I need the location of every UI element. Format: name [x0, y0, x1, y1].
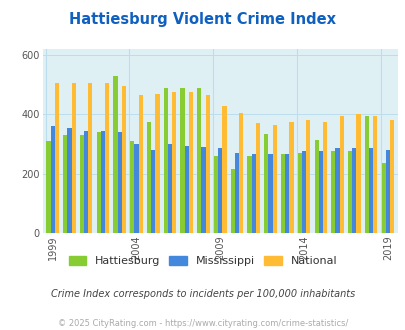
Bar	[330, 151, 335, 233]
Bar	[314, 140, 318, 233]
Bar	[305, 120, 309, 233]
Bar	[147, 122, 151, 233]
Bar	[130, 141, 134, 233]
Bar	[284, 154, 289, 233]
Bar	[352, 148, 356, 233]
Bar	[389, 120, 393, 233]
Bar	[289, 122, 293, 233]
Bar	[67, 128, 71, 233]
Bar	[180, 88, 184, 233]
Bar	[347, 151, 352, 233]
Bar	[255, 123, 260, 233]
Bar	[301, 151, 305, 233]
Bar	[100, 131, 105, 233]
Bar	[88, 83, 92, 233]
Bar	[268, 154, 272, 233]
Bar	[201, 147, 205, 233]
Bar	[239, 113, 243, 233]
Bar	[184, 146, 188, 233]
Bar	[322, 122, 326, 233]
Bar	[297, 153, 301, 233]
Bar	[168, 144, 172, 233]
Bar	[339, 116, 343, 233]
Text: Hattiesburg Violent Crime Index: Hattiesburg Violent Crime Index	[69, 12, 336, 26]
Bar	[372, 116, 376, 233]
Bar	[364, 116, 368, 233]
Text: © 2025 CityRating.com - https://www.cityrating.com/crime-statistics/: © 2025 CityRating.com - https://www.city…	[58, 319, 347, 328]
Bar	[151, 150, 155, 233]
Bar	[96, 132, 100, 233]
Bar	[335, 148, 339, 233]
Bar	[113, 76, 117, 233]
Bar	[247, 156, 251, 233]
Bar	[117, 132, 121, 233]
Bar	[155, 94, 159, 233]
Bar	[197, 88, 201, 233]
Bar	[188, 92, 192, 233]
Bar	[84, 131, 88, 233]
Bar	[264, 134, 268, 233]
Bar	[217, 148, 222, 233]
Bar	[122, 86, 126, 233]
Bar	[234, 153, 239, 233]
Bar	[63, 135, 67, 233]
Bar	[272, 125, 276, 233]
Bar	[80, 135, 84, 233]
Bar	[163, 88, 168, 233]
Bar	[134, 144, 138, 233]
Bar	[55, 83, 59, 233]
Bar	[46, 141, 51, 233]
Bar	[230, 169, 234, 233]
Bar	[51, 126, 55, 233]
Bar	[318, 151, 322, 233]
Bar	[105, 83, 109, 233]
Bar	[71, 83, 76, 233]
Bar	[222, 106, 226, 233]
Legend: Hattiesburg, Mississippi, National: Hattiesburg, Mississippi, National	[64, 251, 341, 271]
Bar	[385, 150, 389, 233]
Bar	[138, 95, 143, 233]
Bar	[205, 95, 209, 233]
Text: Crime Index corresponds to incidents per 100,000 inhabitants: Crime Index corresponds to incidents per…	[51, 289, 354, 299]
Bar	[251, 154, 255, 233]
Bar	[356, 115, 360, 233]
Bar	[213, 156, 217, 233]
Bar	[368, 148, 372, 233]
Bar	[280, 154, 284, 233]
Bar	[381, 163, 385, 233]
Bar	[172, 92, 176, 233]
